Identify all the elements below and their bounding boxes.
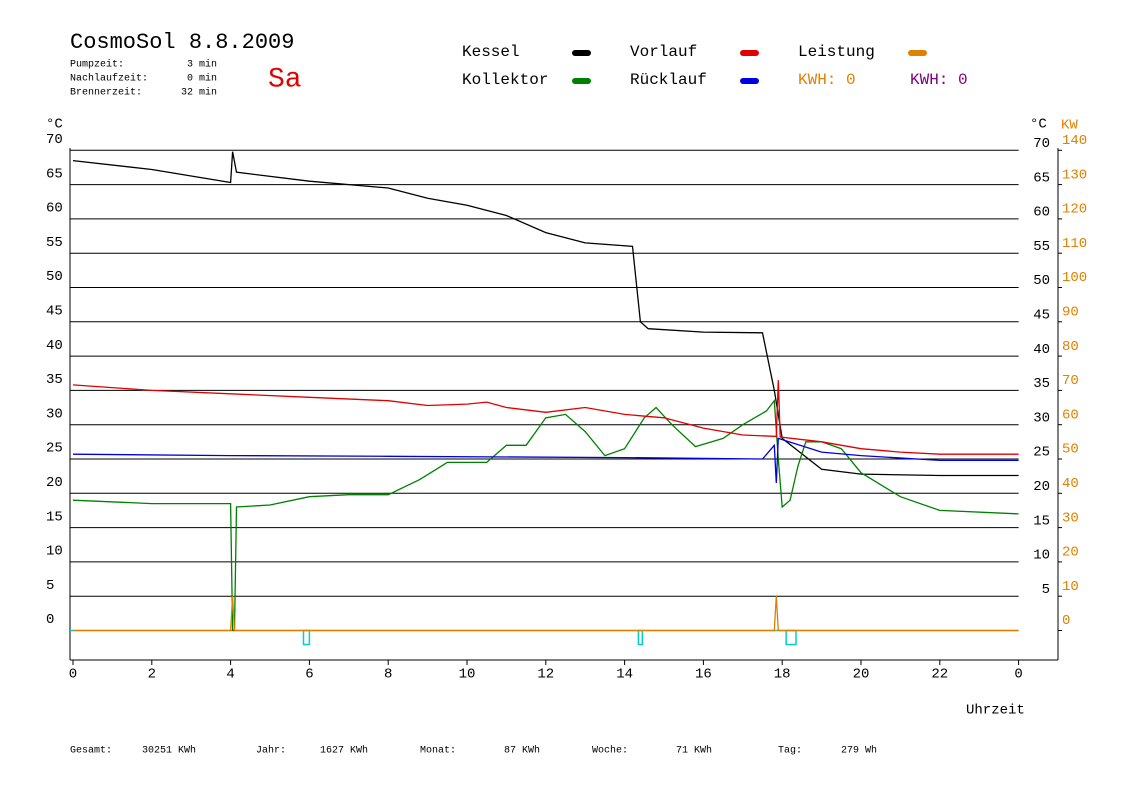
series-line xyxy=(72,380,1019,455)
y2-tick-label: 0 xyxy=(1062,613,1070,629)
kwh-label: KWH: 0 xyxy=(798,71,856,89)
footer-value: 1627 KWh xyxy=(320,745,368,757)
x-tick-label: 12 xyxy=(537,667,554,683)
info-value: 3 min xyxy=(187,59,217,71)
legend-label: Kessel xyxy=(462,43,520,61)
info-label: Nachlaufzeit: xyxy=(70,73,148,85)
y-right-tick-label: 30 xyxy=(1033,410,1050,426)
y-tick-label: 30 xyxy=(46,406,63,422)
y-tick-label: 40 xyxy=(46,338,63,354)
y2-tick-label: 40 xyxy=(1062,476,1079,492)
y-right-tick-label: 35 xyxy=(1033,376,1050,392)
footer-label: Gesamt: xyxy=(70,746,112,757)
y-tick-label: 15 xyxy=(46,509,63,525)
y-tick-label: 60 xyxy=(46,201,63,217)
y-tick-label: 25 xyxy=(46,441,63,457)
series-line xyxy=(72,151,1019,477)
footer-value: 279 Wh xyxy=(841,745,877,757)
x-tick-label: 4 xyxy=(226,667,234,683)
day-label: Sa xyxy=(268,64,302,95)
y-right-tick-label: 50 xyxy=(1033,273,1050,289)
y2-axis-unit: KW xyxy=(1061,118,1078,134)
burner-interval xyxy=(637,629,644,646)
y2-tick-label: 80 xyxy=(1062,339,1079,355)
x-tick-label: 18 xyxy=(774,667,791,683)
y-right-tick-label: 40 xyxy=(1033,342,1050,358)
y-tick-label: 0 xyxy=(46,612,54,628)
y-right-tick-label: 10 xyxy=(1033,548,1050,564)
y-right-tick-label: 65 xyxy=(1033,170,1050,186)
footer-value: 87 KWh xyxy=(504,745,540,757)
y2-tick-label: 140 xyxy=(1062,133,1087,149)
x-tick-label: 16 xyxy=(695,667,712,683)
y2-tick-label: 90 xyxy=(1062,304,1079,320)
info-label: Brennerzeit: xyxy=(70,87,142,99)
series-line xyxy=(73,596,1019,632)
y-tick-label: 35 xyxy=(46,372,63,388)
chart-title: CosmoSol 8.8.2009 xyxy=(70,30,294,55)
x-tick-label: 14 xyxy=(616,667,633,683)
footer-value: 30251 KWh xyxy=(142,745,196,757)
y-right-tick-label: 60 xyxy=(1033,205,1050,221)
y-right-tick-label: 70 xyxy=(1033,136,1050,152)
burner-interval xyxy=(302,629,311,646)
footer-label: Woche: xyxy=(592,745,628,757)
legend-label: Vorlauf xyxy=(630,43,697,61)
y2-tick-label: 50 xyxy=(1062,442,1079,458)
series-line xyxy=(72,398,1019,632)
y-right-tick-label: 25 xyxy=(1033,445,1050,461)
burner-interval xyxy=(785,629,797,646)
legend-label: Leistung xyxy=(798,43,875,61)
y-tick-label: 10 xyxy=(46,544,63,560)
y-right-unit: °C xyxy=(1030,117,1047,133)
y-right-tick-label: 55 xyxy=(1033,239,1050,255)
y-axis-unit: °C xyxy=(46,117,63,133)
info-value: 0 min xyxy=(187,73,217,85)
y2-tick-label: 120 xyxy=(1062,202,1087,218)
info-label: Pumpzeit: xyxy=(70,59,124,71)
y-tick-label: 20 xyxy=(46,475,63,491)
footer-value: 71 KWh xyxy=(676,745,712,757)
y2-tick-label: 70 xyxy=(1062,373,1079,389)
x-tick-label: 6 xyxy=(305,667,313,683)
y2-tick-label: 60 xyxy=(1062,407,1079,423)
y2-tick-label: 30 xyxy=(1062,510,1079,526)
y-tick-label: 70 xyxy=(46,132,63,148)
y2-tick-label: 10 xyxy=(1062,579,1079,595)
y-tick-label: 65 xyxy=(46,166,63,182)
x-tick-label: 8 xyxy=(384,667,392,683)
y-tick-label: 45 xyxy=(46,303,63,319)
footer-label: Tag: xyxy=(778,746,802,757)
x-axis-label: Uhrzeit xyxy=(966,703,1025,719)
footer-label: Jahr: xyxy=(256,745,286,757)
legend-label: Rücklauf xyxy=(630,71,707,89)
series-line xyxy=(72,437,1019,484)
y2-tick-label: 130 xyxy=(1062,167,1087,183)
x-tick-label: 22 xyxy=(931,667,948,683)
y-right-tick-label: 20 xyxy=(1033,479,1050,495)
kwh-label: KWH: 0 xyxy=(910,71,968,89)
footer-label: Monat: xyxy=(420,746,456,757)
y2-tick-label: 100 xyxy=(1062,270,1087,286)
y-tick-label: 55 xyxy=(46,235,63,251)
x-tick-label: 0 xyxy=(1014,667,1022,683)
y2-tick-label: 20 xyxy=(1062,545,1079,561)
y2-tick-label: 110 xyxy=(1062,236,1087,252)
legend-label: Kollektor xyxy=(462,71,548,89)
x-tick-label: 20 xyxy=(853,667,870,683)
y-right-tick-label: 45 xyxy=(1033,307,1050,323)
x-tick-label: 0 xyxy=(69,667,77,683)
y-right-tick-label: 5 xyxy=(1042,582,1050,598)
x-tick-label: 10 xyxy=(459,667,476,683)
x-tick-label: 2 xyxy=(148,667,156,683)
y-right-tick-label: 15 xyxy=(1033,513,1050,529)
y-tick-label: 50 xyxy=(46,269,63,285)
y-tick-label: 5 xyxy=(46,578,54,594)
info-value: 32 min xyxy=(181,87,217,99)
